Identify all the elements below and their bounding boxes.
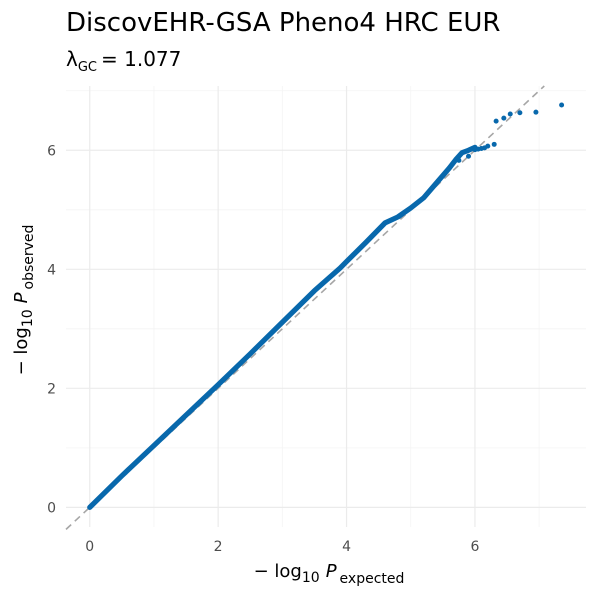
y-label-prefix: − log: [11, 327, 32, 375]
chart-title: DiscovEHR-GSA Pheno4 HRC EUR: [66, 8, 501, 38]
chart-subtitle: λGC = 1.077: [66, 47, 181, 75]
data-layer: [87, 102, 565, 510]
data-point: [493, 118, 499, 124]
y-axis-label: − log10 Pobserved: [11, 225, 37, 376]
x-label-prefix: − log: [254, 561, 302, 582]
x-tick-label: 2: [214, 539, 223, 555]
grid-layer: [66, 86, 586, 527]
lambda-value: = 1.077: [101, 47, 181, 71]
x-tick-label: 4: [342, 539, 351, 555]
tick-label-layer: 0 2 4 6 0 2 4 6: [47, 143, 479, 555]
data-point: [501, 115, 507, 121]
x-tick-label: 0: [85, 539, 94, 555]
lambda-symbol: λ: [66, 47, 78, 71]
x-label-p: P: [326, 561, 337, 582]
data-point: [456, 157, 462, 163]
data-point: [466, 153, 472, 159]
y-label-base: 10: [20, 309, 36, 327]
observed-points-curve: [87, 144, 478, 510]
y-tick-label: 4: [47, 262, 56, 278]
data-point: [507, 111, 513, 117]
data-point: [485, 143, 491, 149]
x-label-subscript: expected: [340, 571, 405, 587]
data-point: [533, 109, 539, 115]
y-tick-label: 0: [47, 500, 56, 516]
data-point: [491, 141, 497, 147]
data-point: [559, 102, 565, 108]
x-tick-label: 6: [470, 539, 479, 555]
y-label-subscript: observed: [21, 225, 37, 290]
lambda-subscript: GC: [78, 60, 97, 75]
data-point: [517, 110, 523, 116]
y-tick-label: 2: [47, 381, 56, 397]
x-label-base: 10: [302, 570, 320, 586]
y-tick-label: 6: [47, 143, 56, 159]
y-label-p: P: [11, 292, 32, 303]
